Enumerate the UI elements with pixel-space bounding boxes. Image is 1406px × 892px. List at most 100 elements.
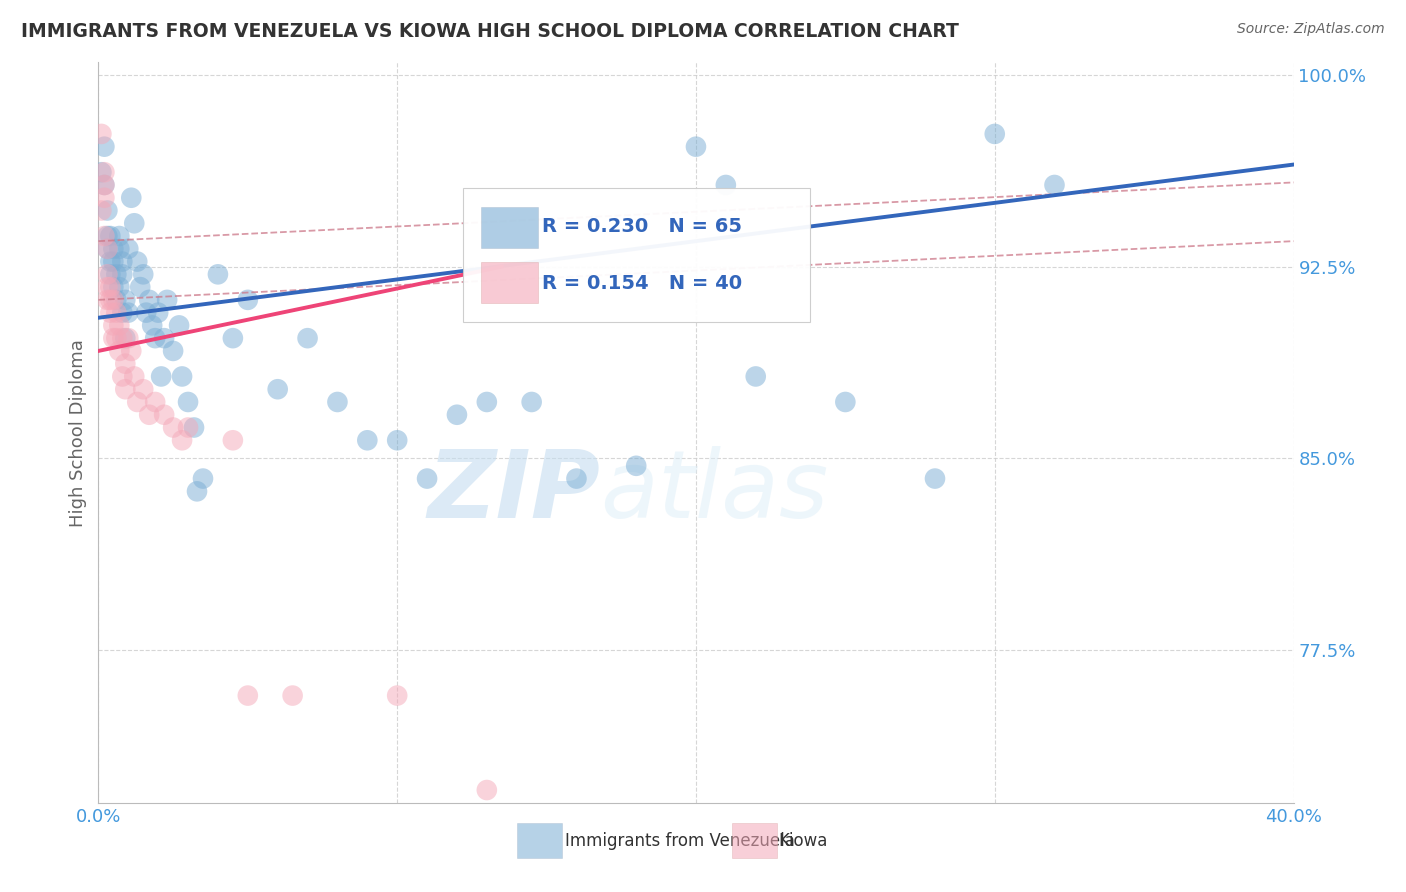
Point (90, 127, 112, 141)
Point (127, 254, 149, 268)
Point (96, 203, 118, 218)
Point (172, 369, 194, 384)
Point (96, 229, 118, 244)
Point (135, 305, 157, 319)
Point (183, 420, 205, 434)
Point (103, 254, 125, 268)
Point (141, 318, 163, 333)
Point (222, 434, 245, 448)
Point (129, 280, 152, 294)
Point (150, 369, 173, 384)
Point (93, 178, 115, 192)
FancyBboxPatch shape (733, 822, 778, 858)
Point (132, 268, 155, 282)
Point (111, 369, 134, 384)
Point (111, 305, 134, 319)
Text: R = 0.230   N = 65: R = 0.230 N = 65 (541, 218, 742, 236)
Text: atlas: atlas (600, 446, 828, 537)
Point (105, 331, 128, 345)
Point (96, 293, 118, 307)
Point (475, 783, 498, 797)
Point (236, 689, 259, 703)
Point (111, 254, 134, 268)
Point (93, 178, 115, 192)
Point (108, 343, 131, 358)
Point (138, 408, 160, 422)
Point (222, 331, 245, 345)
Point (93, 165, 115, 179)
Point (120, 343, 142, 358)
Point (153, 408, 176, 422)
Point (90, 165, 112, 179)
Point (103, 331, 125, 345)
Point (90, 203, 112, 218)
Point (111, 331, 134, 345)
Point (96, 242, 118, 256)
Point (177, 395, 200, 409)
Point (167, 318, 190, 333)
Point (117, 331, 139, 345)
FancyBboxPatch shape (517, 822, 562, 858)
Text: IMMIGRANTS FROM VENEZUELA VS KIOWA HIGH SCHOOL DIPLOMA CORRELATION CHART: IMMIGRANTS FROM VENEZUELA VS KIOWA HIGH … (21, 22, 959, 41)
Point (924, 472, 946, 486)
Point (281, 689, 304, 703)
Point (108, 318, 131, 333)
Point (1043, 178, 1066, 192)
Point (98, 280, 122, 294)
Point (156, 293, 179, 307)
Point (626, 458, 648, 473)
Point (385, 434, 409, 448)
Point (103, 280, 125, 294)
Text: Immigrants from Venezuela: Immigrants from Venezuela (565, 832, 794, 850)
Text: ZIP: ZIP (427, 446, 600, 538)
Point (114, 382, 136, 396)
Point (172, 434, 194, 448)
Point (103, 318, 125, 333)
Point (475, 395, 498, 409)
Point (103, 293, 125, 307)
Point (267, 382, 290, 396)
Point (565, 472, 588, 486)
Point (297, 331, 319, 345)
Point (108, 242, 131, 256)
Point (356, 434, 378, 448)
Point (108, 229, 131, 244)
Point (108, 280, 131, 294)
Point (153, 331, 176, 345)
Y-axis label: High School Diploma: High School Diploma (69, 339, 87, 526)
Point (834, 395, 856, 409)
Point (98, 229, 122, 244)
Point (745, 369, 768, 384)
FancyBboxPatch shape (463, 188, 810, 322)
Point (984, 127, 1007, 141)
Point (111, 268, 134, 282)
Point (127, 395, 149, 409)
Point (117, 242, 139, 256)
Text: R = 0.154   N = 40: R = 0.154 N = 40 (541, 274, 742, 293)
Point (105, 305, 128, 319)
Point (114, 331, 136, 345)
Point (385, 689, 409, 703)
Point (162, 420, 184, 434)
Point (93, 229, 115, 244)
Point (114, 293, 136, 307)
Point (98, 305, 122, 319)
Point (96, 280, 118, 294)
Point (148, 305, 170, 319)
Point (326, 395, 349, 409)
Point (132, 382, 155, 396)
FancyBboxPatch shape (481, 207, 538, 248)
Point (98, 293, 122, 307)
Point (93, 191, 115, 205)
Point (207, 268, 229, 282)
Point (120, 191, 142, 205)
Text: Kiowa: Kiowa (779, 832, 828, 850)
Point (446, 408, 468, 422)
Point (98, 268, 122, 282)
Point (114, 357, 136, 371)
Point (124, 369, 146, 384)
Point (138, 293, 160, 307)
Point (117, 305, 139, 319)
Point (98, 254, 122, 268)
Point (186, 484, 208, 499)
